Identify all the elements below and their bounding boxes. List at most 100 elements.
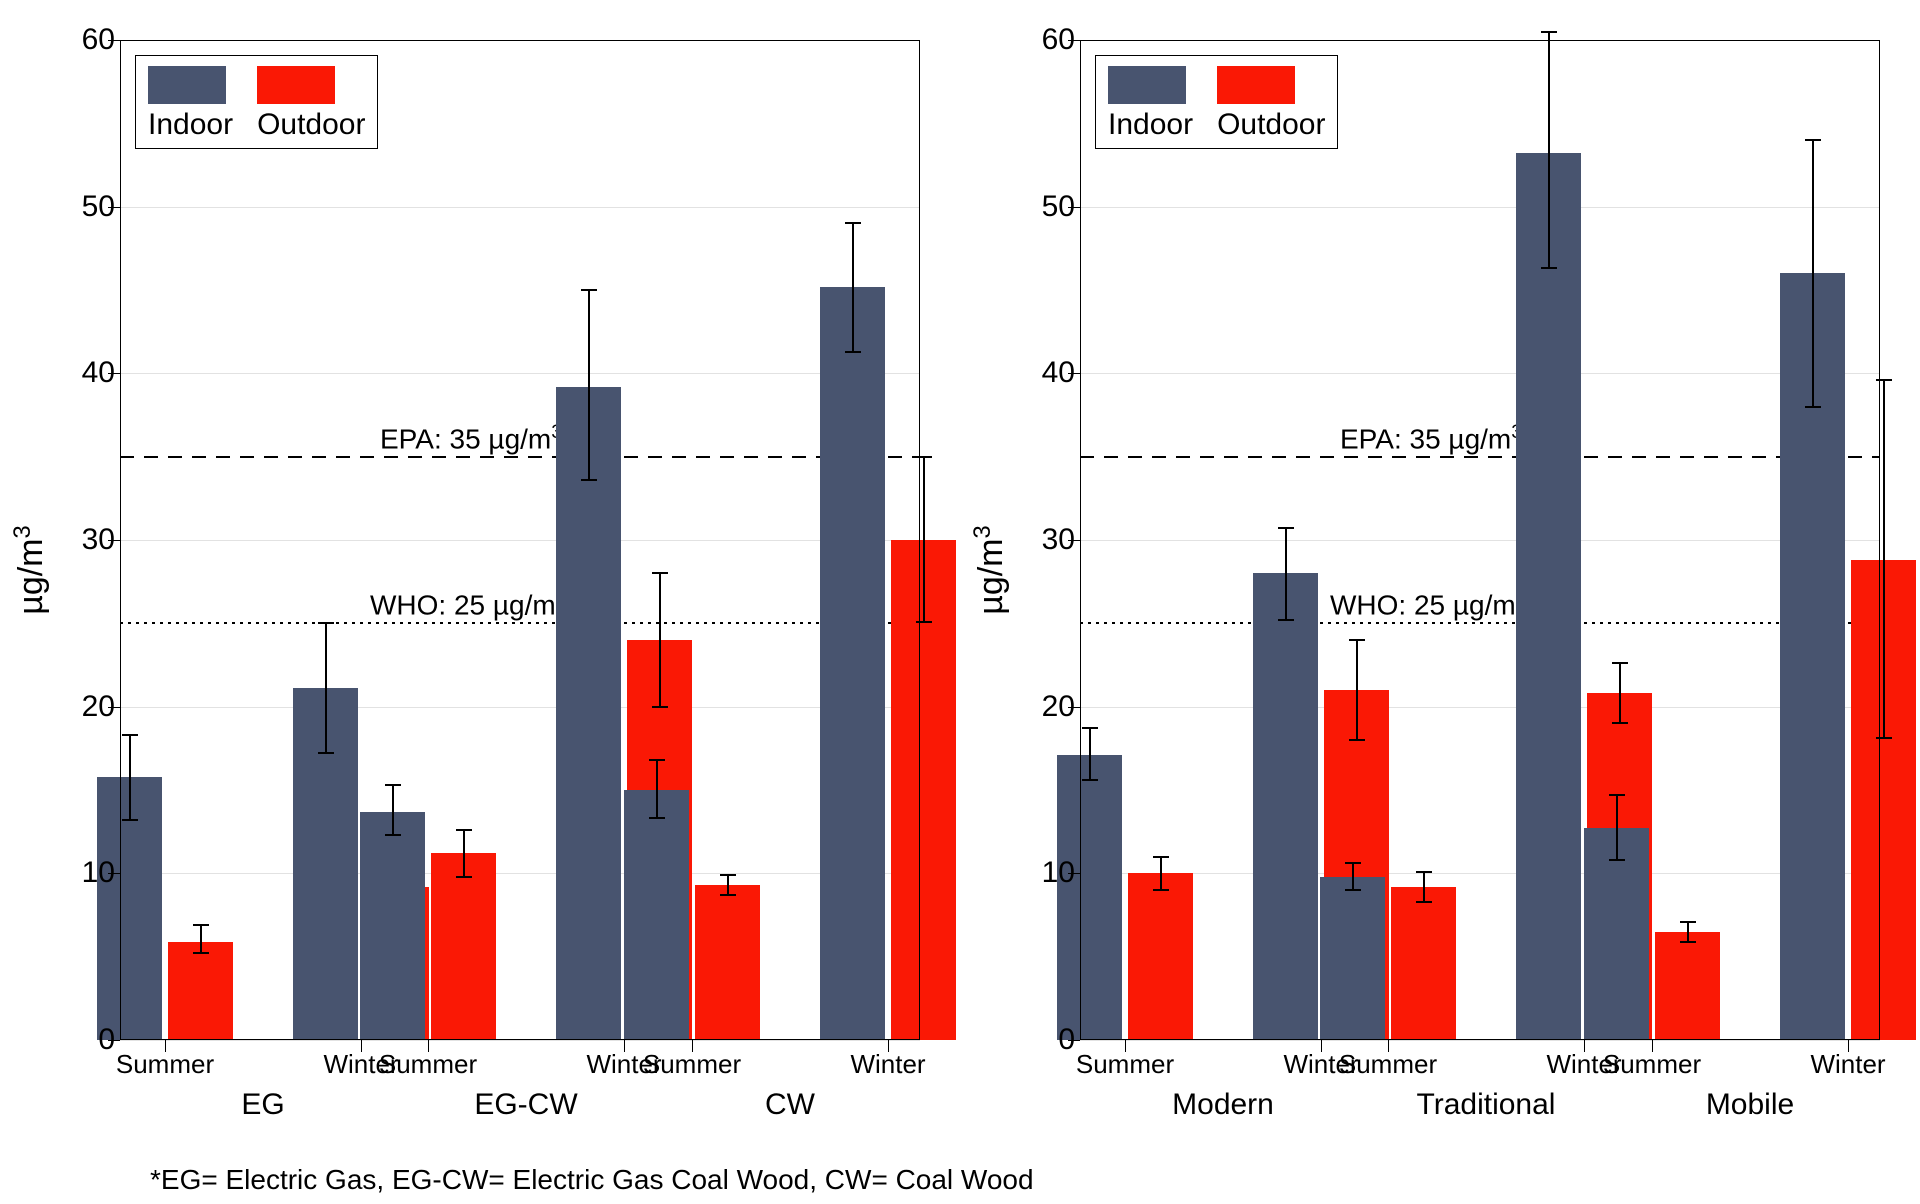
season-label: Summer: [379, 1049, 477, 1080]
group-label: Mobile: [1706, 1088, 1794, 1122]
error-bar: [923, 457, 925, 622]
legend-item: Outdoor: [1217, 66, 1325, 142]
season-label: Summer: [116, 1049, 214, 1080]
y-tick-label: 20: [65, 690, 115, 724]
error-bar-cap: [1609, 794, 1625, 796]
legend-label: Outdoor: [1217, 108, 1325, 142]
error-bar-cap: [916, 621, 932, 623]
error-bar-cap: [193, 924, 209, 926]
y-tick-label: 10: [65, 856, 115, 890]
error-bar-cap: [1541, 31, 1557, 33]
error-bar-cap: [845, 351, 861, 353]
plot-area: EPA: 35 µg/m3WHO: 25 µg/m3SummerWinterEG…: [120, 40, 920, 1040]
error-bar: [727, 875, 729, 895]
error-bar-cap: [1612, 722, 1628, 724]
error-bar-cap: [649, 759, 665, 761]
error-bar-cap: [720, 894, 736, 896]
bar: [168, 942, 233, 1040]
error-bar-cap: [1082, 727, 1098, 729]
group-label: CW: [765, 1088, 815, 1122]
bar: [624, 790, 689, 1040]
panel-left: µg/m3EPA: 35 µg/m3WHO: 25 µg/m3SummerWin…: [0, 0, 960, 1140]
error-bar-cap: [581, 289, 597, 291]
season-label: Winter: [850, 1049, 925, 1080]
season-label: Winter: [1810, 1049, 1885, 1080]
error-bar-cap: [385, 784, 401, 786]
bar: [360, 812, 425, 1040]
error-bar-cap: [1805, 406, 1821, 408]
bar: [1391, 887, 1456, 1040]
legend: IndoorOutdoor: [135, 55, 378, 149]
footnote: *EG= Electric Gas, EG-CW= Electric Gas C…: [150, 1164, 1034, 1196]
bar: [431, 853, 496, 1040]
y-tick-label: 20: [1025, 690, 1075, 724]
group-label: EG-CW: [474, 1088, 577, 1122]
legend-swatch: [1217, 66, 1295, 104]
error-bar-cap: [318, 752, 334, 754]
legend-item: Indoor: [1108, 66, 1193, 142]
error-bar-cap: [1345, 862, 1361, 864]
error-bar: [1352, 863, 1354, 890]
error-bar-cap: [1278, 619, 1294, 621]
error-bar: [1883, 380, 1885, 738]
error-bar-cap: [1612, 662, 1628, 664]
error-bar-cap: [1349, 639, 1365, 641]
error-bar: [1423, 872, 1425, 902]
error-bar-cap: [720, 874, 736, 876]
error-bar-cap: [1278, 527, 1294, 529]
error-bar: [200, 925, 202, 953]
error-bar-cap: [1416, 901, 1432, 903]
y-tick-label: 40: [65, 356, 115, 390]
error-bar: [1285, 528, 1287, 620]
legend-item: Indoor: [148, 66, 233, 142]
error-bar-cap: [1541, 267, 1557, 269]
bar: [1320, 877, 1385, 1040]
bar: [1516, 153, 1581, 1040]
legend-swatch: [257, 66, 335, 104]
error-bar-cap: [385, 834, 401, 836]
error-bar-cap: [1153, 856, 1169, 858]
error-bar-cap: [1349, 739, 1365, 741]
group-label: Traditional: [1417, 1088, 1556, 1122]
reference-line-label: WHO: 25 µg/m3: [370, 587, 567, 621]
season-label: Summer: [643, 1049, 741, 1080]
bar: [695, 885, 760, 1040]
season-label: Summer: [1339, 1049, 1437, 1080]
error-bar-cap: [193, 952, 209, 954]
y-tick-label: 60: [65, 23, 115, 57]
error-bar-cap: [1609, 859, 1625, 861]
bar: [820, 287, 885, 1040]
legend-label: Indoor: [1108, 108, 1193, 142]
legend-swatch: [1108, 66, 1186, 104]
season-label: Summer: [1603, 1049, 1701, 1080]
bar: [1128, 873, 1193, 1040]
bar: [1253, 573, 1318, 1040]
error-bar: [325, 623, 327, 753]
legend: Indoor Outdoor: [1095, 55, 1338, 149]
error-bar-cap: [318, 622, 334, 624]
error-bar: [1160, 857, 1162, 890]
error-bar: [1812, 140, 1814, 407]
y-tick-label: 40: [1025, 356, 1075, 390]
error-bar: [1687, 922, 1689, 942]
error-bar-cap: [1345, 889, 1361, 891]
error-bar-cap: [1805, 139, 1821, 141]
error-bar-cap: [1153, 889, 1169, 891]
reference-line-label: EPA: 35 µg/m3: [1340, 421, 1522, 455]
error-bar-cap: [1680, 941, 1696, 943]
error-bar-cap: [122, 819, 138, 821]
error-bar-cap: [649, 817, 665, 819]
error-bar-cap: [1876, 379, 1892, 381]
group-label: Modern: [1172, 1088, 1274, 1122]
error-bar: [659, 573, 661, 706]
bar: [556, 387, 621, 1040]
y-axis-label: µg/m3: [969, 525, 1011, 615]
panel-right: µg/m3EPA: 35 µg/m3WHO: 25 µg/m3SummerWin…: [960, 0, 1920, 1140]
error-bar: [129, 735, 131, 820]
season-label: Summer: [1076, 1049, 1174, 1080]
error-bar: [1089, 728, 1091, 780]
error-bar-cap: [652, 706, 668, 708]
y-tick-label: 10: [1025, 856, 1075, 890]
error-bar: [1548, 32, 1550, 269]
group-label: EG: [241, 1088, 284, 1122]
